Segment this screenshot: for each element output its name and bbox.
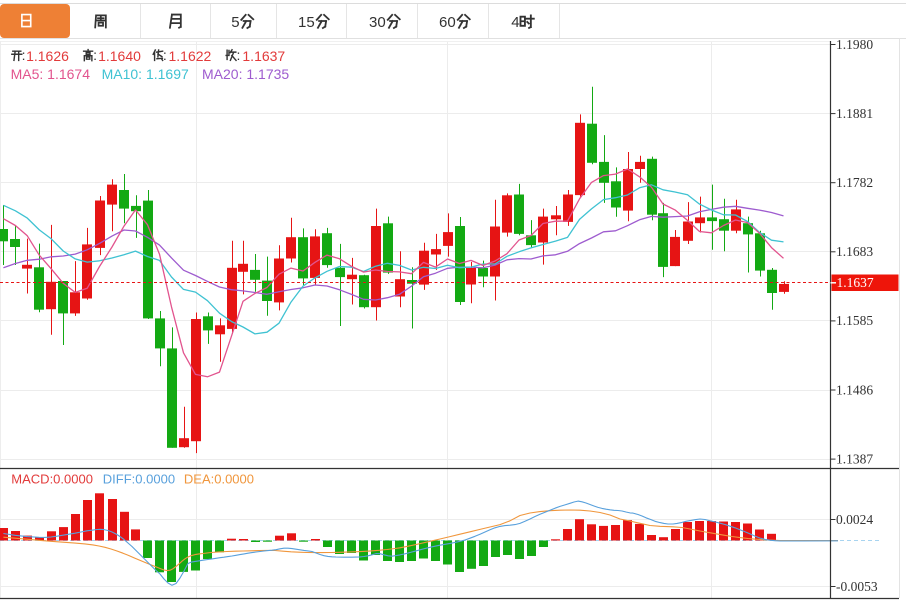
svg-text:1.1640: 1.1640 <box>98 48 141 64</box>
svg-text:1.1622: 1.1622 <box>169 48 212 64</box>
svg-text:1.1683: 1.1683 <box>836 244 873 259</box>
svg-text:0.0024: 0.0024 <box>836 512 873 527</box>
svg-text:1.1486: 1.1486 <box>836 382 873 397</box>
svg-text::: : <box>237 47 241 63</box>
svg-text::: : <box>163 47 167 63</box>
svg-text:1.1387: 1.1387 <box>836 451 873 466</box>
svg-text::: : <box>22 47 26 63</box>
svg-text:1.1782: 1.1782 <box>836 175 873 190</box>
svg-text:1.1881: 1.1881 <box>836 106 873 121</box>
svg-text:1.1637: 1.1637 <box>837 275 874 290</box>
svg-text:1.1626: 1.1626 <box>26 48 69 64</box>
svg-text:-0.0053: -0.0053 <box>836 579 878 594</box>
svg-text:1.1585: 1.1585 <box>836 313 873 328</box>
svg-text:5: 5 <box>231 14 239 31</box>
svg-text:30: 30 <box>369 14 386 31</box>
svg-text:1.1980: 1.1980 <box>836 37 873 52</box>
svg-text:1.1637: 1.1637 <box>242 48 285 64</box>
svg-text:4: 4 <box>511 14 519 31</box>
svg-text:15: 15 <box>298 14 315 31</box>
svg-text::: : <box>93 47 97 63</box>
svg-text:60: 60 <box>439 14 456 31</box>
